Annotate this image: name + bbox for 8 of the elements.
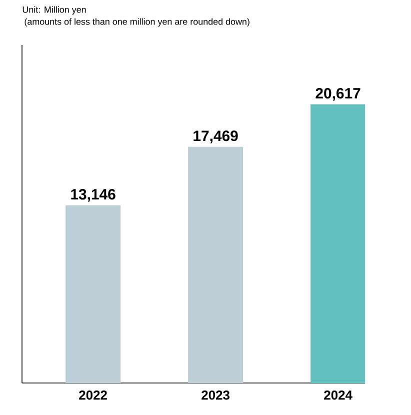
x-tick-label: 2024 xyxy=(324,390,352,400)
data-label: 17,469 xyxy=(194,130,238,144)
x-tick-label: 2023 xyxy=(202,390,230,400)
data-label: 20,617 xyxy=(316,88,360,101)
data-label: 13,146 xyxy=(71,188,116,202)
chart-title: Unit: Million yen xyxy=(22,6,86,15)
chart-subtitle: (amounts of less than one million yen are rounded down) xyxy=(24,18,250,27)
x-tick-label: 2022 xyxy=(79,390,107,400)
